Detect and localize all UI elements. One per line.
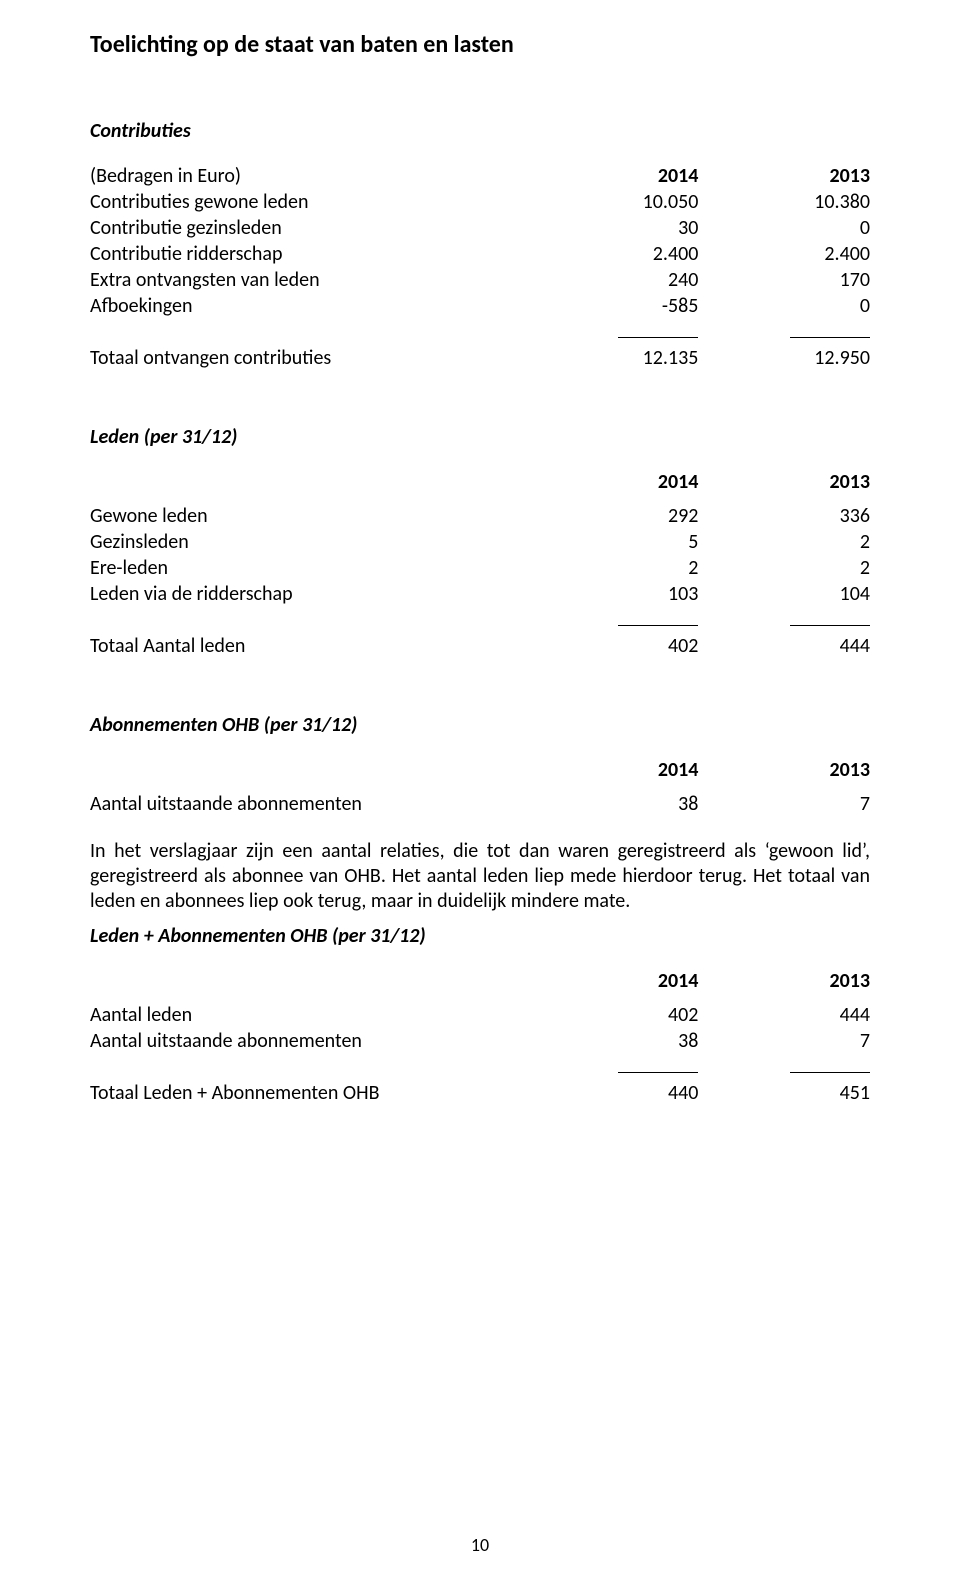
total-value: 12.950	[698, 345, 870, 371]
row-value: 444	[698, 1002, 870, 1028]
row-value: 10.050	[527, 189, 699, 215]
table-row: Ere-leden 2 2	[90, 555, 870, 581]
table-row: Afboekingen -585 0	[90, 293, 870, 319]
col-header: 2014	[527, 757, 699, 783]
table-header-row: 2014 2013	[90, 469, 870, 495]
total-value: 444	[698, 633, 870, 659]
table-row: Contributies gewone leden 10.050 10.380	[90, 189, 870, 215]
section-heading-leden-abon: Leden + Abonnementen OHB (per 31/12)	[90, 924, 870, 948]
table-row: Aantal uitstaande abonnementen 38 7	[90, 1028, 870, 1054]
rule-line	[618, 333, 698, 338]
rule-row	[90, 607, 870, 633]
row-value: 402	[527, 1002, 699, 1028]
table-row: Contributie gezinsleden 30 0	[90, 215, 870, 241]
table-contributies: (Bedragen in Euro) 2014 2013 Contributie…	[90, 163, 870, 371]
row-label: Aantal uitstaande abonnementen	[90, 1028, 527, 1054]
rule-row	[90, 1054, 870, 1080]
rule-line	[790, 621, 870, 626]
section-heading-contributies: Contributies	[90, 119, 870, 143]
col-header: 2014	[527, 469, 699, 495]
col-header: 2013	[698, 469, 870, 495]
total-value: 12.135	[527, 345, 699, 371]
row-value: 104	[698, 581, 870, 607]
row-label: Aantal leden	[90, 1002, 527, 1028]
row-label: Extra ontvangsten van leden	[90, 267, 527, 293]
row-value: 38	[527, 1028, 699, 1054]
section-heading-leden: Leden (per 31/12)	[90, 425, 870, 449]
table-row: Contributie ridderschap 2.400 2.400	[90, 241, 870, 267]
total-row: Totaal Leden + Abonnementen OHB 440 451	[90, 1080, 870, 1106]
row-value: -585	[527, 293, 699, 319]
table-row: Extra ontvangsten van leden 240 170	[90, 267, 870, 293]
row-value: 0	[698, 293, 870, 319]
col-header: 2014	[527, 968, 699, 994]
total-label: Totaal Leden + Abonnementen OHB	[90, 1080, 527, 1106]
table-leden-abon: 2014 2013 Aantal leden 402 444 Aantal ui…	[90, 968, 870, 1106]
section-heading-abon: Abonnementen OHB (per 31/12)	[90, 713, 870, 737]
row-value: 38	[527, 791, 699, 817]
page-number: 10	[0, 1534, 960, 1556]
row-value: 292	[527, 503, 699, 529]
col-header: 2013	[698, 757, 870, 783]
row-value: 0	[698, 215, 870, 241]
row-value: 2.400	[698, 241, 870, 267]
rule-line	[790, 1068, 870, 1073]
rule-line	[618, 1068, 698, 1073]
table-row: Aantal uitstaande abonnementen 38 7	[90, 791, 870, 817]
total-row: Totaal ontvangen contributies 12.135 12.…	[90, 345, 870, 371]
row-value: 7	[698, 791, 870, 817]
row-value: 7	[698, 1028, 870, 1054]
row-value: 2	[527, 555, 699, 581]
total-value: 451	[698, 1080, 870, 1106]
row-label: Ere-leden	[90, 555, 527, 581]
row-label: Contributie gezinsleden	[90, 215, 527, 241]
total-label: Totaal Aantal leden	[90, 633, 527, 659]
table-leden: 2014 2013 Gewone leden 292 336 Gezinsled…	[90, 469, 870, 659]
row-label: Gewone leden	[90, 503, 527, 529]
table-header-row: 2014 2013	[90, 968, 870, 994]
total-label: Totaal ontvangen contributies	[90, 345, 527, 371]
page: Toelichting op de staat van baten en las…	[0, 0, 960, 1582]
row-label: Contributie ridderschap	[90, 241, 527, 267]
rule-line	[618, 621, 698, 626]
col-header: 2014	[527, 163, 699, 189]
rule-line	[790, 333, 870, 338]
col-header: 2013	[698, 968, 870, 994]
row-value: 5	[527, 529, 699, 555]
table-header-row: 2014 2013	[90, 757, 870, 783]
row-label: Leden via de ridderschap	[90, 581, 527, 607]
table-row: Aantal leden 402 444	[90, 1002, 870, 1028]
body-paragraph: In het verslagjaar zijn een aantal relat…	[90, 839, 870, 914]
table-header-row: (Bedragen in Euro) 2014 2013	[90, 163, 870, 189]
row-value: 170	[698, 267, 870, 293]
row-value: 10.380	[698, 189, 870, 215]
row-value: 336	[698, 503, 870, 529]
row-value: 103	[527, 581, 699, 607]
total-value: 402	[527, 633, 699, 659]
row-label: Aantal uitstaande abonnementen	[90, 791, 527, 817]
row-value: 2	[698, 555, 870, 581]
row-label: Contributies gewone leden	[90, 189, 527, 215]
table-row: Leden via de ridderschap 103 104	[90, 581, 870, 607]
table-row: Gewone leden 292 336	[90, 503, 870, 529]
page-title: Toelichting op de staat van baten en las…	[90, 30, 870, 59]
table-row: Gezinsleden 5 2	[90, 529, 870, 555]
total-value: 440	[527, 1080, 699, 1106]
row-label: Gezinsleden	[90, 529, 527, 555]
row-value: 240	[527, 267, 699, 293]
row-value: 2.400	[527, 241, 699, 267]
header-note: (Bedragen in Euro)	[90, 163, 527, 189]
row-value: 2	[698, 529, 870, 555]
table-abon: 2014 2013 Aantal uitstaande abonnementen…	[90, 757, 870, 817]
rule-row	[90, 319, 870, 345]
col-header: 2013	[698, 163, 870, 189]
row-value: 30	[527, 215, 699, 241]
row-label: Afboekingen	[90, 293, 527, 319]
total-row: Totaal Aantal leden 402 444	[90, 633, 870, 659]
